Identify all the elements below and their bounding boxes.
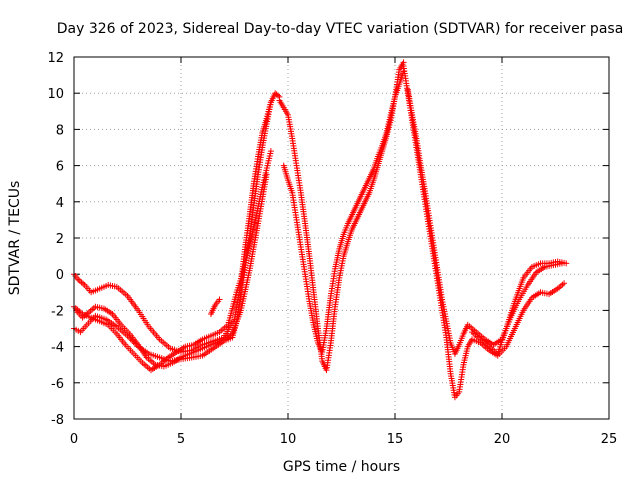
x-tick-label: 15 xyxy=(387,432,404,447)
axis-ticks: 0 5 10 15 20 25 -8 -6 -4 -2 0 2 4 6 8 10 12 xyxy=(47,51,617,447)
data-point xyxy=(563,260,570,267)
series-track-10 xyxy=(207,296,223,318)
chart-title: Day 326 of 2023, Sidereal Day-to-day VTE… xyxy=(57,21,624,37)
y-tick-label: 2 xyxy=(56,232,64,247)
y-tick-label: -4 xyxy=(51,341,64,356)
data-layer xyxy=(71,59,570,401)
data-point xyxy=(263,171,270,178)
y-tick-label: 0 xyxy=(56,268,64,283)
y-tick-label: 4 xyxy=(56,196,64,211)
data-point xyxy=(267,148,274,155)
x-tick-label: 10 xyxy=(280,432,297,447)
x-tick-label: 20 xyxy=(494,432,511,447)
y-axis-label: SDTVAR / TECUs xyxy=(7,181,23,296)
y-tick-label: -6 xyxy=(51,377,64,392)
series-track-7 xyxy=(400,63,568,401)
y-tick-label: 6 xyxy=(56,160,64,175)
plot-frame xyxy=(73,56,610,420)
x-tick-label: 0 xyxy=(70,432,78,447)
series-track-9 xyxy=(469,258,570,357)
data-point xyxy=(275,92,282,99)
x-tick-label: 25 xyxy=(601,432,618,447)
y-tick-label: -8 xyxy=(51,413,64,428)
y-tick-label: 10 xyxy=(47,87,64,102)
series-track-5 xyxy=(276,59,407,374)
x-axis-label: GPS time / hours xyxy=(283,459,400,475)
y-tick-label: 12 xyxy=(47,51,64,66)
y-tick-label: -2 xyxy=(51,304,64,319)
series-track-2 xyxy=(71,90,283,356)
x-tick-label: 5 xyxy=(177,432,185,447)
data-point xyxy=(216,296,223,303)
series-track-3 xyxy=(71,148,274,374)
y-tick-label: 8 xyxy=(56,123,64,138)
data-point xyxy=(561,280,568,287)
series-track-6 xyxy=(280,68,407,356)
series-track-4 xyxy=(73,171,270,370)
